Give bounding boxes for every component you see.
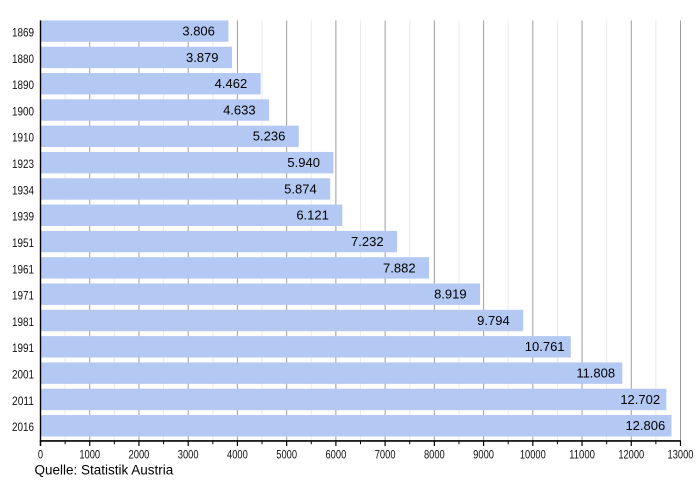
svg-text:1890: 1890 [12,78,34,92]
svg-text:8000: 8000 [424,448,445,462]
svg-text:8.919: 8.919 [434,287,467,302]
svg-text:1910: 1910 [12,131,34,145]
svg-text:9.794: 9.794 [477,313,510,328]
svg-text:Quelle: Statistik Austria: Quelle: Statistik Austria [35,462,174,477]
svg-text:1900: 1900 [12,104,34,118]
svg-text:2001: 2001 [12,368,34,382]
svg-text:3000: 3000 [178,448,199,462]
svg-text:2016: 2016 [12,420,34,434]
svg-text:5000: 5000 [276,448,297,462]
svg-text:12.702: 12.702 [620,392,660,407]
svg-text:7000: 7000 [375,448,396,462]
svg-text:1923: 1923 [12,157,34,171]
svg-text:4.462: 4.462 [215,76,248,91]
svg-text:11.808: 11.808 [576,366,615,381]
svg-text:1939: 1939 [12,210,34,224]
svg-text:1934: 1934 [12,183,34,197]
svg-text:3.806: 3.806 [182,24,215,39]
svg-text:5.236: 5.236 [253,129,286,144]
svg-text:1971: 1971 [12,289,34,303]
svg-text:6.121: 6.121 [296,208,329,223]
svg-text:1869: 1869 [12,26,34,40]
svg-text:3.879: 3.879 [186,50,219,65]
svg-text:12000: 12000 [618,448,644,462]
svg-text:1981: 1981 [12,315,34,329]
svg-text:4.633: 4.633 [223,102,256,117]
svg-text:7.882: 7.882 [383,260,416,275]
svg-text:2000: 2000 [129,448,150,462]
svg-text:12.806: 12.806 [625,418,665,433]
svg-text:6000: 6000 [325,448,346,462]
svg-text:1951: 1951 [12,236,34,250]
svg-text:2011: 2011 [12,394,34,408]
svg-text:10000: 10000 [520,448,546,462]
svg-text:1991: 1991 [12,341,34,355]
svg-text:13000: 13000 [668,448,694,462]
svg-text:11000: 11000 [569,448,595,462]
svg-text:1000: 1000 [79,448,100,462]
svg-text:1880: 1880 [12,52,34,66]
svg-text:1961: 1961 [12,262,34,276]
svg-text:5.874: 5.874 [284,181,317,196]
svg-text:9000: 9000 [473,448,494,462]
svg-text:0: 0 [38,448,43,462]
svg-text:10.761: 10.761 [525,339,565,354]
svg-text:5.940: 5.940 [287,155,320,170]
svg-text:4000: 4000 [227,448,248,462]
svg-text:7.232: 7.232 [351,234,384,249]
